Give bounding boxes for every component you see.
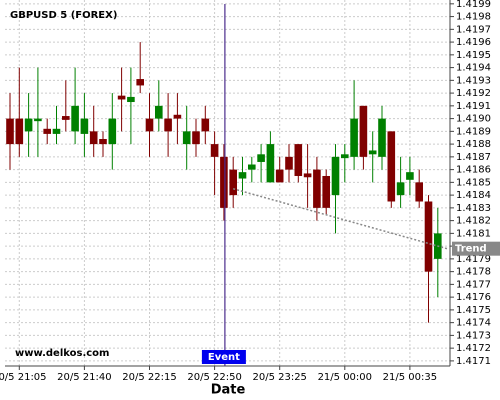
- y-tick-label: 1.4175: [456, 305, 491, 316]
- candle-body: [368, 150, 377, 155]
- event-label-box: [201, 350, 246, 364]
- candle-body: [350, 118, 358, 157]
- y-tick-label: 1.4197: [456, 24, 491, 35]
- candle-body: [155, 105, 163, 119]
- candle-body: [80, 118, 89, 134]
- x-axis-title: Date: [211, 383, 246, 398]
- chart-title: GBPUSD 5 (FOREX): [10, 10, 117, 21]
- candle-body: [108, 118, 117, 145]
- candle-body: [173, 114, 182, 119]
- y-tick-label: 1.4184: [456, 190, 491, 201]
- candle-body: [99, 139, 107, 145]
- y-tick-label: 1.4177: [456, 279, 491, 290]
- candle-body: [145, 118, 154, 132]
- y-tick-label: 1.4183: [456, 203, 491, 214]
- candle-body: [182, 131, 191, 145]
- candle-body: [275, 169, 284, 183]
- y-tick-label: 1.4187: [456, 152, 491, 163]
- candle-body: [313, 169, 321, 208]
- trend-label: Trend: [455, 244, 487, 255]
- candle-body: [34, 118, 42, 122]
- candle-body: [303, 173, 312, 178]
- y-tick-label: 1.4194: [456, 63, 491, 74]
- candle-body: [378, 118, 386, 157]
- candle-body: [89, 131, 98, 145]
- candle-body: [127, 96, 135, 103]
- y-tick-label: 1.4176: [456, 292, 491, 303]
- candle-body: [24, 118, 33, 132]
- trend-label-box: [452, 241, 500, 256]
- candle-body: [248, 164, 256, 170]
- candle-body: [294, 144, 303, 176]
- y-tick-label: 1.4196: [456, 37, 491, 48]
- candle-body: [396, 182, 405, 196]
- candle-body: [341, 154, 349, 159]
- y-tick-label: 1.4189: [456, 126, 491, 137]
- candle-body: [415, 182, 423, 202]
- x-tick-label: 20/5 21:40: [57, 372, 111, 383]
- candle-body: [285, 156, 293, 170]
- candle-body: [266, 144, 275, 183]
- candle-body: [201, 118, 210, 132]
- candle-body: [71, 105, 79, 132]
- y-tick-label: 1.4198: [456, 12, 491, 23]
- x-tick-label: 20/5 21:05: [0, 372, 47, 383]
- candle-body: [6, 118, 14, 145]
- candle-body: [52, 128, 61, 134]
- x-tick-label: 20/5 22:50: [187, 372, 241, 383]
- candle-body: [117, 95, 126, 100]
- candle-body: [210, 144, 219, 157]
- candle-body: [424, 201, 433, 272]
- trend-line: [232, 188, 448, 250]
- candle-body: [192, 131, 200, 145]
- y-tick-label: 1.4190: [456, 114, 491, 125]
- y-tick-label: 1.4186: [456, 165, 491, 176]
- candle-body: [238, 172, 247, 179]
- y-tick-label: 1.4181: [456, 228, 491, 239]
- candle-body: [62, 116, 70, 120]
- candle-body: [257, 154, 265, 162]
- y-tick-label: 1.4172: [456, 343, 491, 354]
- candle-body: [406, 172, 414, 180]
- y-tick-label: 1.4182: [456, 216, 491, 227]
- candle-body: [15, 118, 24, 145]
- x-tick-label: 21/5 00:35: [383, 372, 437, 383]
- y-tick-label: 1.4192: [456, 88, 491, 99]
- y-tick-label: 1.4173: [456, 330, 491, 341]
- y-tick-label: 1.4199: [456, 0, 491, 10]
- y-tick-label: 1.4193: [456, 75, 491, 86]
- x-tick-label: 20/5 22:15: [122, 372, 176, 383]
- watermark: www.delkos.com: [15, 348, 109, 359]
- x-tick-label: 21/5 00:00: [318, 372, 372, 383]
- grid: [5, 0, 450, 366]
- y-tick-label: 1.4185: [456, 177, 491, 188]
- candle-body: [43, 128, 51, 134]
- y-tick-label: 1.4191: [456, 101, 491, 112]
- candle-body: [387, 131, 396, 202]
- y-tick-label: 1.4178: [456, 267, 491, 278]
- y-tick-label: 1.4188: [456, 139, 491, 150]
- candle-body: [359, 105, 368, 157]
- candle-body: [229, 169, 237, 196]
- y-tick-label: 1.4174: [456, 318, 491, 329]
- y-tick-label: 1.4179: [456, 254, 491, 265]
- candle-body: [164, 118, 172, 132]
- candle-body: [220, 156, 228, 208]
- y-tick-label: 1.4171: [456, 356, 491, 367]
- candle-body: [136, 79, 144, 86]
- plot: [6, 42, 442, 323]
- y-tick-label: 1.4195: [456, 50, 491, 61]
- candle-body: [331, 156, 340, 196]
- x-tick-label: 20/5 23:25: [252, 372, 306, 383]
- event-label: Event: [208, 352, 240, 363]
- candle-body: [322, 175, 330, 208]
